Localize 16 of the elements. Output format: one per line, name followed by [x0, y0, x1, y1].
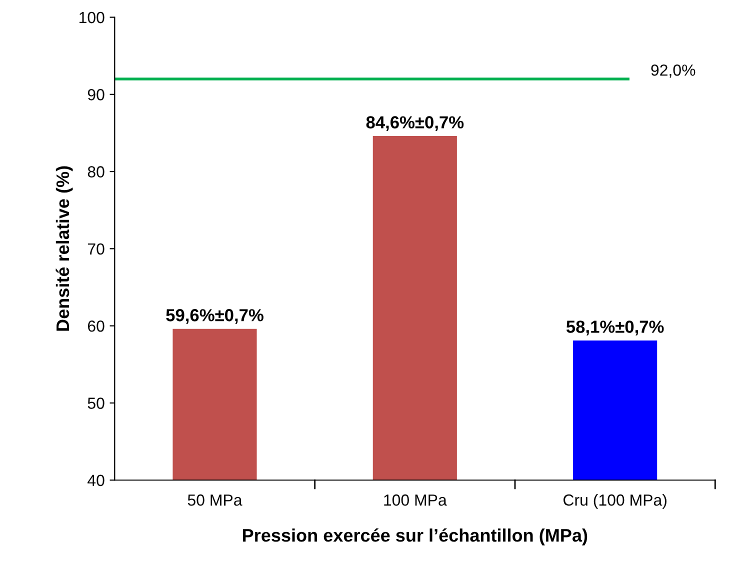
y-tick-label: 100 [80, 12, 104, 24]
data-label: 84,6%±0,7% [366, 116, 464, 131]
y-axis-title: Densité relative (%) [56, 166, 73, 331]
data-label: 59,6%±0,7% [166, 309, 264, 324]
x-tick-label: 50 MPa [188, 494, 242, 506]
y-tick-label: 90 [88, 89, 104, 100]
ref-line-label: 92,0% [651, 64, 696, 78]
y-tick-label: 80 [88, 166, 104, 178]
y-tick-label: 70 [88, 243, 104, 255]
y-tick-label: 50 [88, 398, 104, 409]
y-tick-label: 60 [88, 320, 104, 332]
data-label: 58,1%±0,7% [566, 320, 664, 336]
x-axis-title: Pression exercée sur l’échantillon (MPa) [243, 528, 588, 546]
y-tick-label: 40 [88, 474, 104, 486]
x-tick-label: 100 MPa [384, 494, 447, 506]
x-tick-label: Cru (100 MPa) [564, 494, 666, 509]
